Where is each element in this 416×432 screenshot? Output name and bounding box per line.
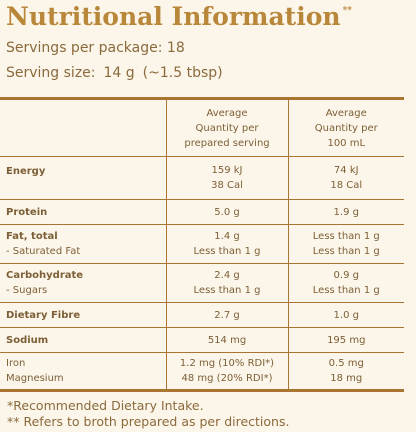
table-row: Carbohydrate - Sugars 2.4 g Less than 1 … (0, 263, 404, 303)
serving-size-alt: (~1.5 tbsp) (142, 65, 223, 81)
cell-carb-per100: 0.9 g Less than 1 g (287, 263, 404, 303)
row-label-protein: Protein (0, 199, 166, 225)
cell-fibre-serving: 2.7 g (165, 302, 288, 328)
servings-per-package: Servings per package: 18 (6, 40, 185, 56)
cell-fat-serving: 1.4 g Less than 1 g (165, 224, 288, 264)
serving-size-value: 14 g (103, 65, 135, 81)
table-header-row: Average Quantity per prepared serving Av… (0, 98, 404, 157)
title-footnote-mark: ** (342, 6, 352, 16)
table-row: Sodium 514 mg 195 mg (0, 327, 404, 353)
footnote-rdi: *Recommended Dietary Intake. (7, 398, 204, 413)
row-label-dietary-fibre: Dietary Fibre (0, 302, 166, 328)
cell-sodium-per100: 195 mg (287, 327, 404, 353)
cell-sodium-serving: 514 mg (165, 327, 288, 353)
row-label-magnesium: Magnesium (6, 373, 64, 384)
row-label-iron: Iron (6, 358, 26, 369)
table-row: Iron Magnesium 1.2 mg (10% RDI*) 48 mg (… (0, 352, 404, 391)
cell-carb-serving: 2.4 g Less than 1 g (165, 263, 288, 303)
header-per-serving: Average Quantity per prepared serving (165, 98, 288, 157)
row-label-sodium: Sodium (0, 327, 166, 353)
cell-protein-serving: 5.0 g (165, 199, 288, 225)
footnote-broth: ** Refers to broth prepared as per direc… (7, 414, 290, 429)
row-label-carbohydrate: Carbohydrate - Sugars (0, 263, 166, 303)
row-label-fat: Fat, total - Saturated Fat (0, 224, 166, 264)
page-title: Nutritional Information ** (6, 2, 352, 31)
serving-size-label: Serving size: (6, 65, 96, 81)
table-row: Energy 159 kJ 38 Cal 74 kJ 18 Cal (0, 156, 404, 200)
table-row: Fat, total - Saturated Fat 1.4 g Less th… (0, 224, 404, 264)
row-label-minerals: Iron Magnesium (0, 352, 166, 391)
cell-energy-serving: 159 kJ 38 Cal (165, 156, 288, 200)
cell-minerals-per100: 0.5 mg 18 mg (287, 352, 404, 391)
cell-protein-per100: 1.9 g (287, 199, 404, 225)
serving-size: Serving size: 14 g (~1.5 tbsp) (6, 65, 223, 81)
title-text: Nutritional Information (6, 2, 341, 31)
cell-fibre-per100: 1.0 g (287, 302, 404, 328)
nutrition-table: Average Quantity per prepared serving Av… (0, 97, 404, 392)
row-sublabel-sugars: - Sugars (6, 285, 48, 296)
cell-fat-per100: Less than 1 g Less than 1 g (287, 224, 404, 264)
table-row: Dietary Fibre 2.7 g 1.0 g (0, 302, 404, 328)
cell-minerals-serving: 1.2 mg (10% RDI*) 48 mg (20% RDI*) (165, 352, 288, 391)
row-label-energy: Energy (0, 156, 166, 200)
cell-energy-per100: 74 kJ 18 Cal (287, 156, 404, 200)
header-per-100ml: Average Quantity per 100 mL (287, 98, 404, 157)
header-nutrient (0, 98, 166, 157)
table-row: Protein 5.0 g 1.9 g (0, 199, 404, 225)
row-sublabel-saturated-fat: - Saturated Fat (6, 246, 81, 257)
